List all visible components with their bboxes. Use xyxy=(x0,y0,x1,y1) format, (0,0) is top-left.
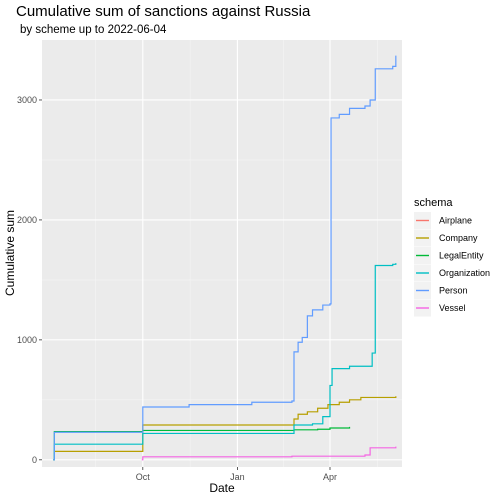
x-axis-title: Date xyxy=(209,481,235,495)
legend-item-airplane: Airplane xyxy=(414,212,472,229)
y-tick-label: 2000 xyxy=(17,215,37,225)
x-tick-label: Jan xyxy=(230,472,245,482)
y-tick-label: 3000 xyxy=(17,95,37,105)
legend-item-company: Company xyxy=(414,229,478,247)
legend-label: Company xyxy=(439,233,478,243)
series-line-company xyxy=(53,396,397,461)
y-tick-label: 1000 xyxy=(17,335,37,345)
legend-title: schema xyxy=(414,197,453,209)
series-line-vessel xyxy=(141,446,397,461)
legend-label: Airplane xyxy=(439,216,472,226)
series-line-person xyxy=(53,55,397,461)
legend-item-vessel: Vessel xyxy=(414,299,466,317)
legend-label: LegalEntity xyxy=(439,251,484,261)
y-axis-title: Cumulative sum xyxy=(3,210,17,296)
legend-item-person: Person xyxy=(414,282,468,299)
plot-panel xyxy=(42,40,402,467)
legend-label: Organization xyxy=(439,268,490,278)
x-tick-label: Oct xyxy=(136,472,151,482)
x-tick-label: Apr xyxy=(323,472,337,482)
legend-item-organization: Organization xyxy=(414,264,490,282)
series-line-organization xyxy=(53,263,397,461)
x-axis-ticks: Oct Jan Apr xyxy=(136,467,337,482)
y-tick-label: 0 xyxy=(32,455,37,465)
legend-item-legalentity: LegalEntity xyxy=(414,247,484,264)
legend-label: Vessel xyxy=(439,303,466,313)
legend-label: Person xyxy=(439,286,468,296)
grid-minor xyxy=(42,40,402,467)
legend: schema Airplane Company LegalEntity Organiz… xyxy=(414,197,490,317)
chart-subtitle: by scheme up to 2022-06-04 xyxy=(20,24,167,36)
series-layer xyxy=(53,55,397,461)
y-axis-ticks: 0 1000 2000 3000 xyxy=(17,95,42,465)
chart-title: Cumulative sum of sanctions against Russ… xyxy=(16,3,311,20)
